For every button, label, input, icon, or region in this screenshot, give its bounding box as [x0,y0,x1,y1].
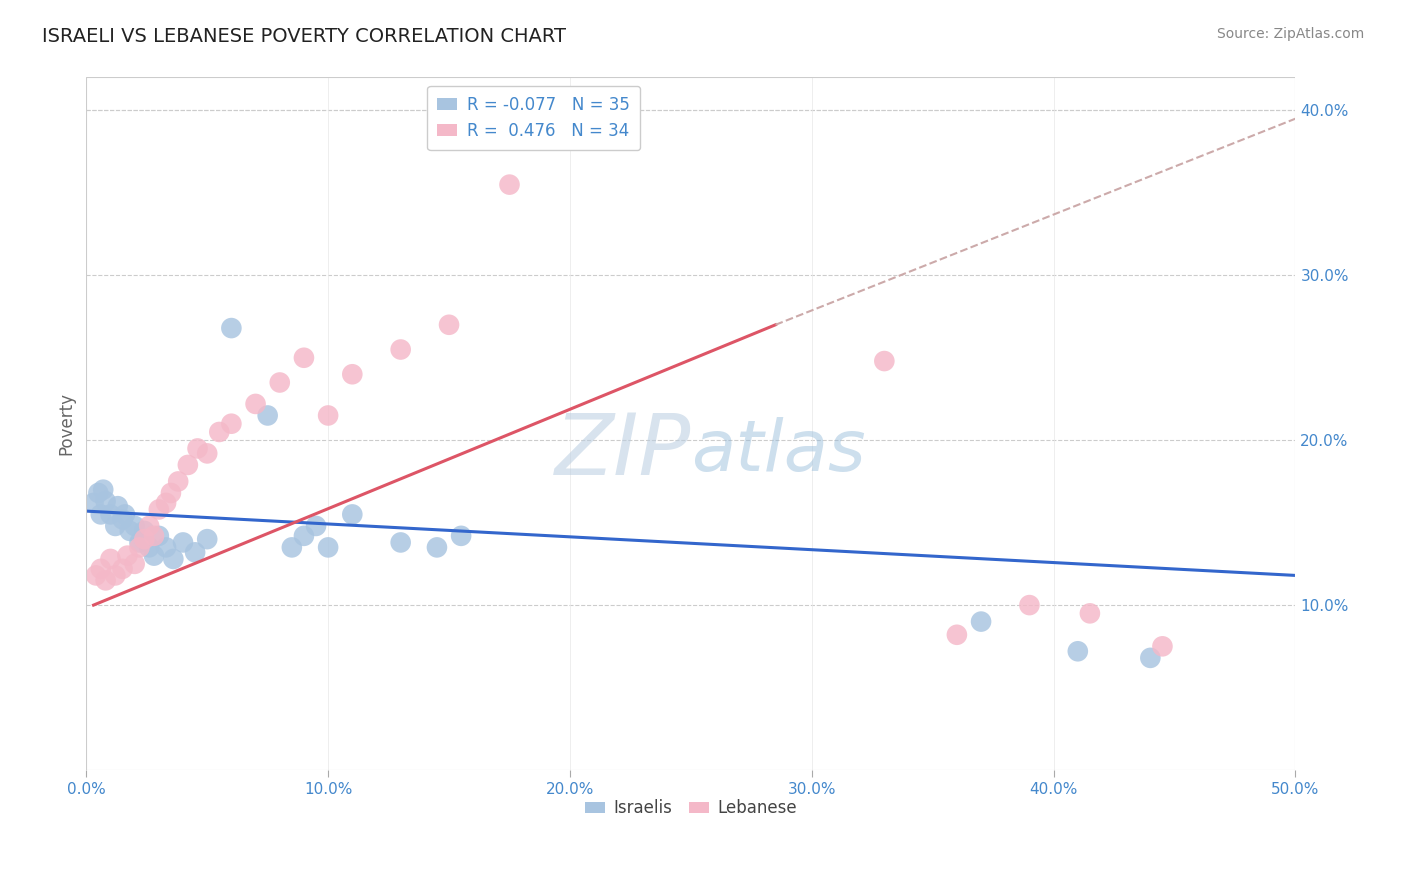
Point [269,376,291,390]
Point [292,351,315,365]
Point [91,483,114,497]
Point [426,541,449,555]
Point [342,368,364,382]
Point [111,512,134,526]
Point [100,508,122,522]
Point [167,475,190,489]
Point [90,562,112,576]
Point [155,496,177,510]
Point [245,397,267,411]
Point [104,519,127,533]
Point [184,545,207,559]
Point [94,574,117,588]
Point [316,541,339,555]
Point [498,178,520,192]
Point [117,549,139,563]
Point [114,508,136,522]
Point [111,562,134,576]
Point [134,532,156,546]
Point [138,541,160,555]
Point [83,496,105,510]
Point [1152,640,1174,654]
Y-axis label: Poverty: Poverty [58,392,75,455]
Point [134,524,156,538]
Text: atlas: atlas [690,417,866,486]
Point [124,519,146,533]
Point [148,529,170,543]
Point [118,524,141,538]
Point [1139,651,1161,665]
Point [100,552,122,566]
Point [970,615,993,629]
Point [221,417,243,431]
Text: ISRAELI VS LEBANESE POVERTY CORRELATION CHART: ISRAELI VS LEBANESE POVERTY CORRELATION … [42,27,567,45]
Text: ZIP: ZIP [554,410,690,493]
Point [128,535,150,549]
Point [155,541,177,555]
Point [195,532,218,546]
Point [281,541,304,555]
Point [177,458,200,472]
Point [186,442,208,456]
Text: Source: ZipAtlas.com: Source: ZipAtlas.com [1216,27,1364,41]
Point [84,568,107,582]
Point [208,425,231,439]
Point [873,354,896,368]
Point [128,541,150,555]
Point [107,499,129,513]
Point [143,529,166,543]
Point [1018,598,1040,612]
Point [389,535,412,549]
Point [104,568,127,582]
Point [305,519,328,533]
Point [94,494,117,508]
Point [87,486,110,500]
Point [148,502,170,516]
Point [450,529,472,543]
Point [437,318,460,332]
Point [256,409,278,423]
Point [172,535,194,549]
Point [90,508,112,522]
Point [1067,644,1090,658]
Legend: Israelis, Lebanese: Israelis, Lebanese [578,793,803,824]
Point [162,552,184,566]
Point [316,409,339,423]
Point [138,519,160,533]
Point [195,446,218,460]
Point [143,549,166,563]
Point [160,486,183,500]
Point [221,321,243,335]
Point [124,557,146,571]
Point [1078,607,1101,621]
Point [389,343,412,357]
Point [946,628,969,642]
Point [292,529,315,543]
Point [342,508,364,522]
